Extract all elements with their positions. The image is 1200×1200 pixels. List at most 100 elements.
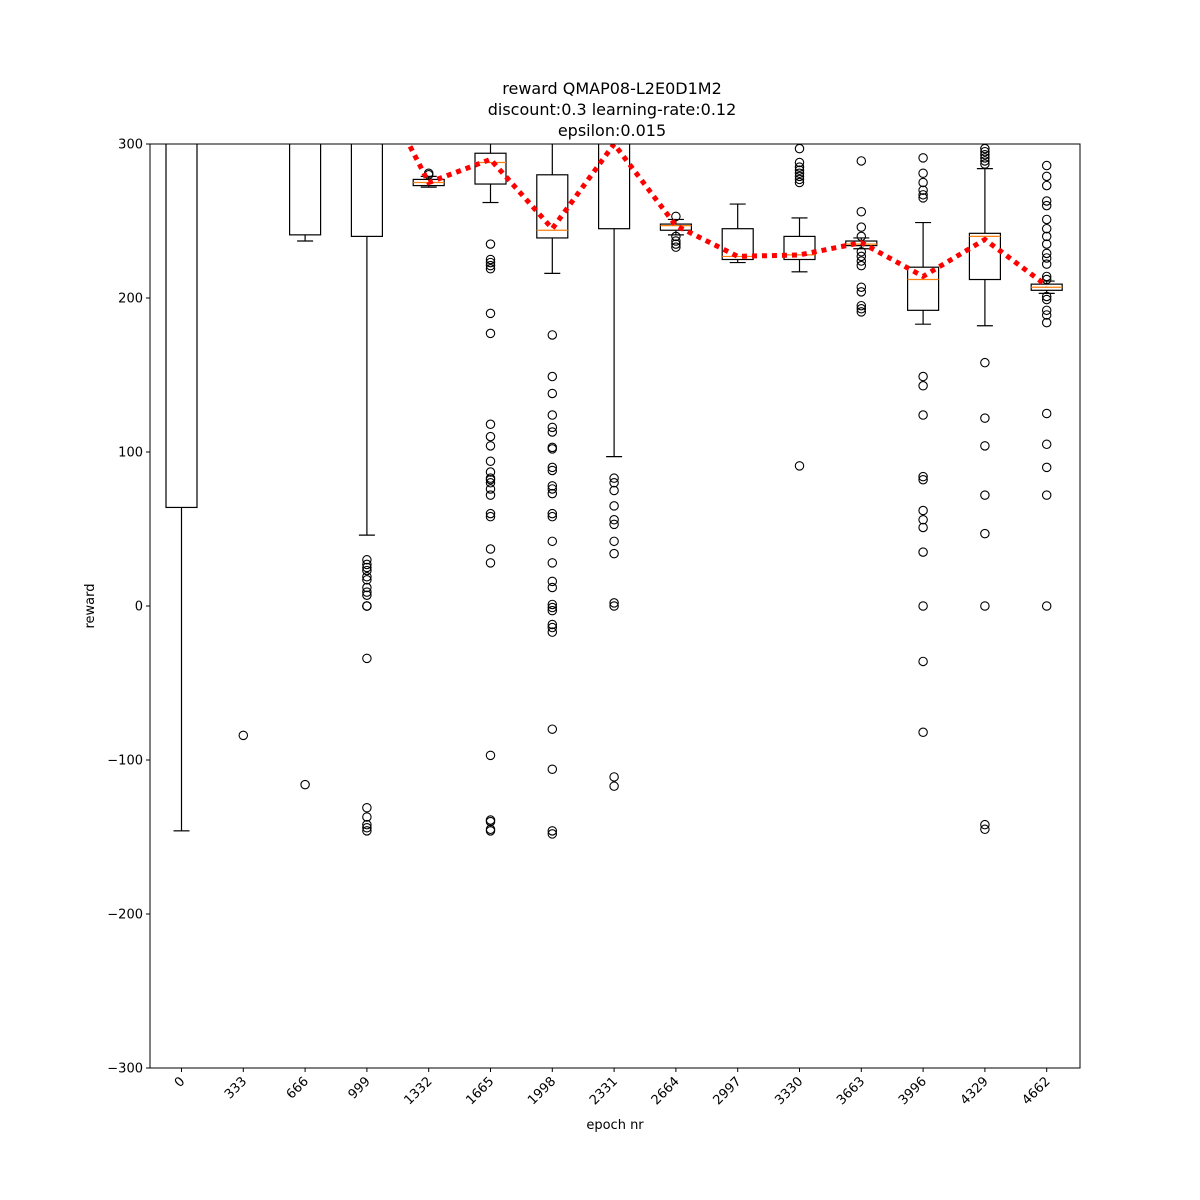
outlier-point (918, 474, 928, 485)
outlier-point (856, 251, 867, 262)
outlier-point (918, 515, 928, 525)
outlier-point (980, 413, 990, 423)
outlier-point (1041, 490, 1052, 500)
outlier-point (362, 823, 372, 833)
outlier-point (609, 473, 619, 483)
y-tick-label: 0 (135, 600, 143, 615)
title-line-3: epsilon:0.015 (558, 121, 666, 140)
box-group-4662 (1030, 160, 1063, 611)
outlier-point (856, 260, 867, 271)
outlier-point (1041, 291, 1052, 302)
outlier-point (485, 263, 496, 274)
box-group-2664 (659, 211, 693, 252)
outlier-point (980, 528, 990, 539)
outlier-point (362, 555, 372, 565)
outlier-point (1041, 317, 1052, 328)
outlier-point (362, 571, 372, 582)
outlier-point (1041, 223, 1052, 234)
outlier-point (547, 388, 558, 399)
outlier-point (547, 764, 558, 774)
outlier-point (918, 371, 928, 382)
outlier-point (362, 562, 372, 573)
outlier-point (485, 456, 496, 466)
outlier-point (1041, 160, 1052, 171)
outlier-point (362, 601, 372, 611)
y-tick-label: 100 (118, 446, 143, 461)
outlier-point (485, 558, 496, 568)
outlier-point (794, 461, 805, 471)
outlier-point (485, 490, 496, 500)
outlier-point (918, 410, 928, 420)
y-tick-label: 200 (118, 292, 143, 307)
box-group-4329 (968, 144, 1002, 835)
outlier-point (794, 174, 805, 185)
chart-title: reward QMAP08-L2E0D1M2 discount:0.3 lear… (488, 79, 737, 140)
box-iqr (165, 144, 198, 509)
outlier-point (485, 826, 496, 836)
outlier-point (671, 242, 681, 252)
outlier-point (485, 257, 496, 268)
x-tick-label: 3996 (896, 1074, 930, 1108)
box-iqr (289, 144, 322, 236)
outlier-point (485, 474, 496, 485)
outlier-point (547, 627, 558, 637)
outlier-point (918, 185, 928, 195)
outlier-point (609, 781, 619, 791)
box-group-999 (350, 144, 383, 836)
box-iqr (597, 144, 631, 230)
outlier-point (609, 536, 619, 547)
outlier-point (485, 328, 496, 339)
outlier-point (671, 231, 681, 242)
y-axis: −300 −200 −100 0 100 200 300 (107, 138, 150, 1077)
outlier-point (1041, 259, 1052, 269)
outlier-point (362, 559, 372, 570)
outlier-point (485, 484, 496, 494)
outlier-point (547, 558, 558, 568)
box-group-1665 (474, 144, 507, 836)
y-tick-label: 300 (118, 138, 143, 153)
x-tick-label: 4329 (958, 1074, 992, 1108)
outlier-point (609, 501, 619, 511)
x-tick-label: 3663 (834, 1074, 868, 1108)
outlier-point (547, 599, 558, 610)
outlier-point (547, 829, 558, 839)
y-tick-label: −100 (107, 754, 143, 769)
box-group-3330 (783, 144, 816, 471)
outlier-point (856, 247, 867, 257)
outlier-point (1041, 601, 1052, 611)
box-group-666 (289, 144, 322, 790)
outlier-point (980, 819, 990, 830)
outlier-point (794, 144, 805, 154)
box-group-2997 (721, 203, 754, 264)
outlier-point (485, 308, 496, 319)
outlier-point (856, 156, 867, 166)
outlier-point (1041, 171, 1052, 182)
outlier-point (671, 239, 681, 249)
outlier-point (1041, 305, 1052, 316)
outlier-point (980, 824, 990, 835)
outlier-point (1041, 310, 1052, 320)
outlier-point (362, 575, 372, 585)
box-iqr (536, 174, 569, 239)
outlier-point (980, 601, 990, 611)
outlier-point (918, 547, 928, 557)
x-tick-label: 333 (222, 1074, 250, 1102)
outlier-point (547, 508, 558, 519)
outlier-point (362, 802, 372, 813)
outlier-point (1041, 294, 1052, 305)
outlier-point (671, 236, 681, 246)
outlier-point (980, 150, 990, 160)
box-group-3996 (906, 153, 940, 738)
outlier-point (485, 431, 496, 442)
outlier-point (856, 207, 867, 217)
outlier-point (918, 601, 928, 611)
outlier-point (547, 422, 558, 433)
outlier-point (918, 190, 928, 200)
outlier-point (362, 826, 372, 836)
outlier-point (485, 750, 496, 761)
box-group-1998 (536, 144, 569, 839)
outlier-point (918, 522, 928, 533)
outlier-point (1041, 200, 1052, 211)
outlier-point (1041, 462, 1052, 473)
box-iqr (350, 144, 383, 238)
